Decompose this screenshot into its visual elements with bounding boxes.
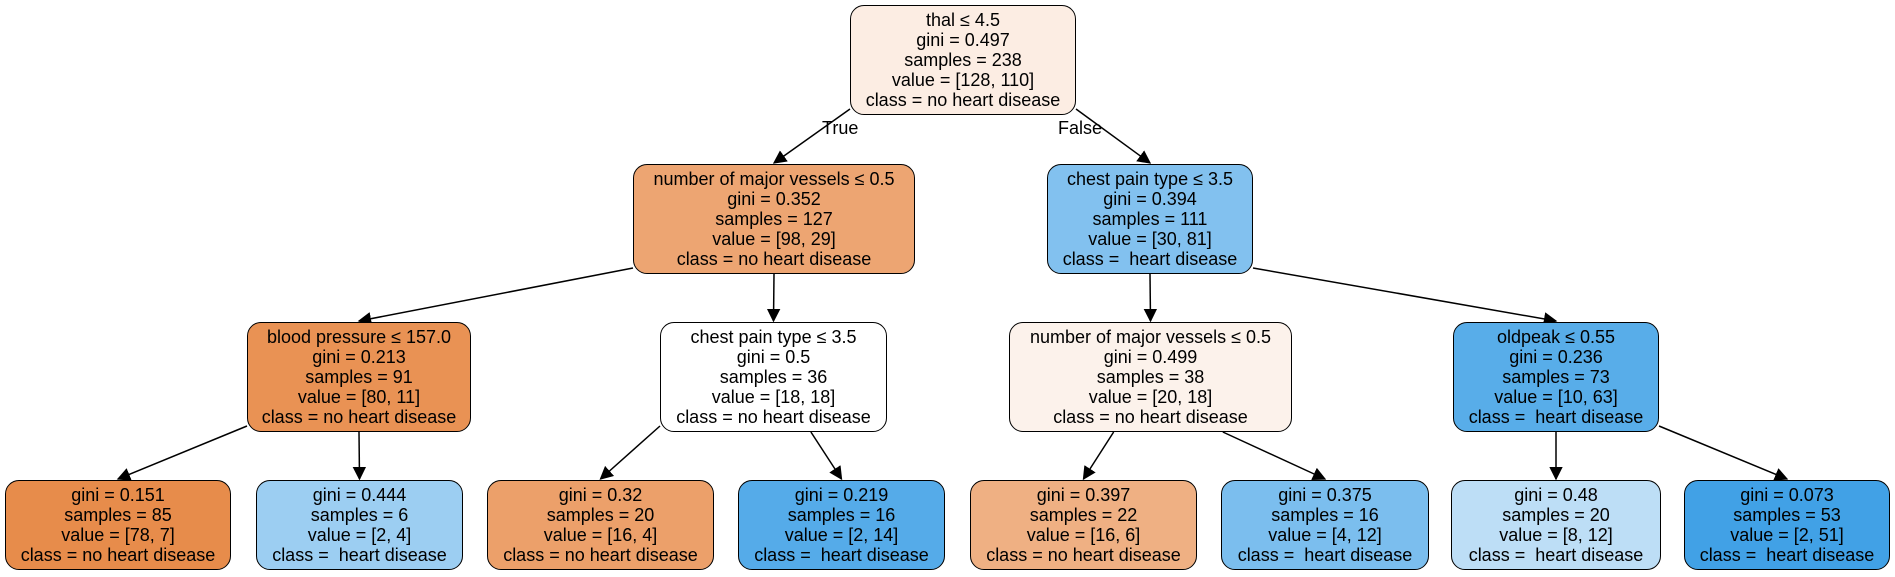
node-class-text: class = no heart disease <box>261 407 457 427</box>
tree-node-split: number of major vessels ≤ 0.5 gini = 0.35… <box>633 164 915 274</box>
node-gini-text: gini = 0.394 <box>1103 189 1197 209</box>
node-value-text: value = [4, 12] <box>1268 525 1382 545</box>
node-split-text: thal ≤ 4.5 <box>926 10 1000 30</box>
node-samples-text: samples = 36 <box>719 367 828 387</box>
node-class-text: class = heart disease <box>754 545 929 565</box>
tree-edge-arrow <box>1082 431 1115 481</box>
tree-edge-arrow <box>1658 425 1789 481</box>
node-value-text: value = [18, 18] <box>711 387 836 407</box>
node-value-text: value = [8, 12] <box>1499 525 1613 545</box>
node-value-text: value = [98, 29] <box>712 229 836 249</box>
node-gini-text: gini = 0.213 <box>312 347 406 367</box>
tree-node-split: oldpeak ≤ 0.55 gini = 0.236 samples = 73 va… <box>1453 322 1659 432</box>
node-split-text: chest pain type ≤ 3.5 <box>1067 169 1233 189</box>
node-split-text: number of major vessels ≤ 0.5 <box>653 169 895 189</box>
node-samples-text: samples = 85 <box>64 505 172 525</box>
node-gini-text: gini = 0.397 <box>1036 485 1131 505</box>
node-samples-text: samples = 6 <box>310 505 409 525</box>
edge-label-true: True <box>822 118 859 138</box>
node-gini-text: gini = 0.375 <box>1278 485 1372 505</box>
node-value-text: value = [2, 4] <box>307 525 412 545</box>
tree-node-split: number of major vessels ≤ 0.5 gini = 0.49… <box>1009 322 1292 432</box>
tree-edge-arrow <box>766 273 781 323</box>
node-gini-text: gini = 0.499 <box>1103 347 1198 367</box>
node-gini-text: gini = 0.48 <box>1514 485 1598 505</box>
tree-edge-arrow <box>116 425 248 481</box>
node-samples-text: samples = 16 <box>787 505 896 525</box>
tree-node-leaf: gini = 0.32 samples = 20 value = [16, 4] cl… <box>487 480 714 570</box>
node-class-text: class = no heart disease <box>1053 407 1248 427</box>
node-class-text: class = heart disease <box>1468 407 1644 427</box>
tree-edge-arrow <box>1222 431 1327 481</box>
node-class-text: class = heart disease <box>1468 545 1644 565</box>
tree-node-split: blood pressure ≤ 157.0 gini = 0.213 sample… <box>247 322 471 432</box>
node-samples-text: samples = 22 <box>1029 505 1138 525</box>
node-split-text: number of major vessels ≤ 0.5 <box>1030 327 1271 347</box>
node-class-text: class = no heart disease <box>676 249 872 269</box>
tree-edge-arrow <box>810 431 843 481</box>
tree-edge-arrow <box>357 267 634 326</box>
node-value-text: value = [78, 7] <box>61 525 175 545</box>
node-class-text: class = no heart disease <box>865 90 1061 110</box>
node-gini-text: gini = 0.497 <box>916 30 1010 50</box>
node-samples-text: samples = 73 <box>1502 367 1610 387</box>
node-class-text: class = heart disease <box>1699 545 1875 565</box>
node-value-text: value = [30, 81] <box>1088 229 1212 249</box>
tree-edge-arrow <box>352 431 367 481</box>
node-split-text: blood pressure ≤ 157.0 <box>267 327 451 347</box>
node-samples-text: samples = 20 <box>546 505 655 525</box>
tree-node-leaf: gini = 0.48 samples = 20 value = [8, 12] cl… <box>1451 480 1661 570</box>
node-value-text: value = [16, 6] <box>1026 525 1141 545</box>
tree-edge-arrow <box>1143 273 1158 323</box>
tree-node-split: thal ≤ 4.5 gini = 0.497 samples = 238 value… <box>850 5 1076 115</box>
node-class-text: class = no heart disease <box>986 545 1181 565</box>
node-class-text: class = no heart disease <box>503 545 698 565</box>
node-class-text: class = heart disease <box>272 545 447 565</box>
edge-label-false: False <box>1058 118 1103 138</box>
node-samples-text: samples = 20 <box>1502 505 1610 525</box>
node-value-text: value = [2, 51] <box>1730 525 1844 545</box>
node-value-text: value = [2, 14] <box>784 525 899 545</box>
node-samples-text: samples = 111 <box>1092 209 1208 229</box>
tree-edge-arrow <box>1252 267 1558 326</box>
tree-edge-arrow <box>599 425 661 480</box>
node-samples-text: samples = 16 <box>1271 505 1379 525</box>
tree-node-leaf: gini = 0.375 samples = 16 value = [4, 12] c… <box>1221 480 1429 570</box>
node-samples-text: samples = 127 <box>715 209 833 229</box>
node-split-text: chest pain type ≤ 3.5 <box>690 327 857 347</box>
node-value-text: value = [80, 11] <box>297 387 421 407</box>
tree-node-split: chest pain type ≤ 3.5 gini = 0.394 samples… <box>1047 164 1253 274</box>
node-samples-text: samples = 238 <box>904 50 1022 70</box>
node-gini-text: gini = 0.073 <box>1740 485 1834 505</box>
tree-node-leaf: gini = 0.073 samples = 53 value = [2, 51] c… <box>1684 480 1890 570</box>
tree-edge-arrow <box>772 108 851 164</box>
node-class-text: class = heart disease <box>1237 545 1413 565</box>
node-gini-text: gini = 0.219 <box>794 485 889 505</box>
node-gini-text: gini = 0.352 <box>727 189 821 209</box>
tree-node-leaf: gini = 0.151 samples = 85 value = [78, 7] c… <box>5 480 231 570</box>
node-value-text: value = [128, 110] <box>891 70 1035 90</box>
node-gini-text: gini = 0.444 <box>312 485 407 505</box>
node-samples-text: samples = 53 <box>1733 505 1841 525</box>
node-samples-text: samples = 91 <box>305 367 413 387</box>
node-split-text: oldpeak ≤ 0.55 <box>1497 327 1615 347</box>
node-gini-text: gini = 0.5 <box>736 347 811 367</box>
node-class-text: class = no heart disease <box>20 545 216 565</box>
node-samples-text: samples = 38 <box>1096 367 1205 387</box>
tree-node-leaf: gini = 0.397 samples = 22 value = [16, 6] c… <box>970 480 1197 570</box>
node-value-text: value = [20, 18] <box>1088 387 1213 407</box>
tree-node-leaf: gini = 0.444 samples = 6 value = [2, 4] cla… <box>256 480 463 570</box>
node-gini-text: gini = 0.32 <box>558 485 643 505</box>
node-gini-text: gini = 0.236 <box>1509 347 1603 367</box>
node-value-text: value = [16, 4] <box>543 525 658 545</box>
tree-node-leaf: gini = 0.219 samples = 16 value = [2, 14] c… <box>738 480 945 570</box>
node-value-text: value = [10, 63] <box>1494 387 1618 407</box>
node-gini-text: gini = 0.151 <box>71 485 165 505</box>
tree-node-split: chest pain type ≤ 3.5 gini = 0.5 samples =… <box>660 322 887 432</box>
node-class-text: class = heart disease <box>1062 249 1238 269</box>
tree-edge-arrow <box>1075 108 1152 164</box>
node-class-text: class = no heart disease <box>676 407 871 427</box>
